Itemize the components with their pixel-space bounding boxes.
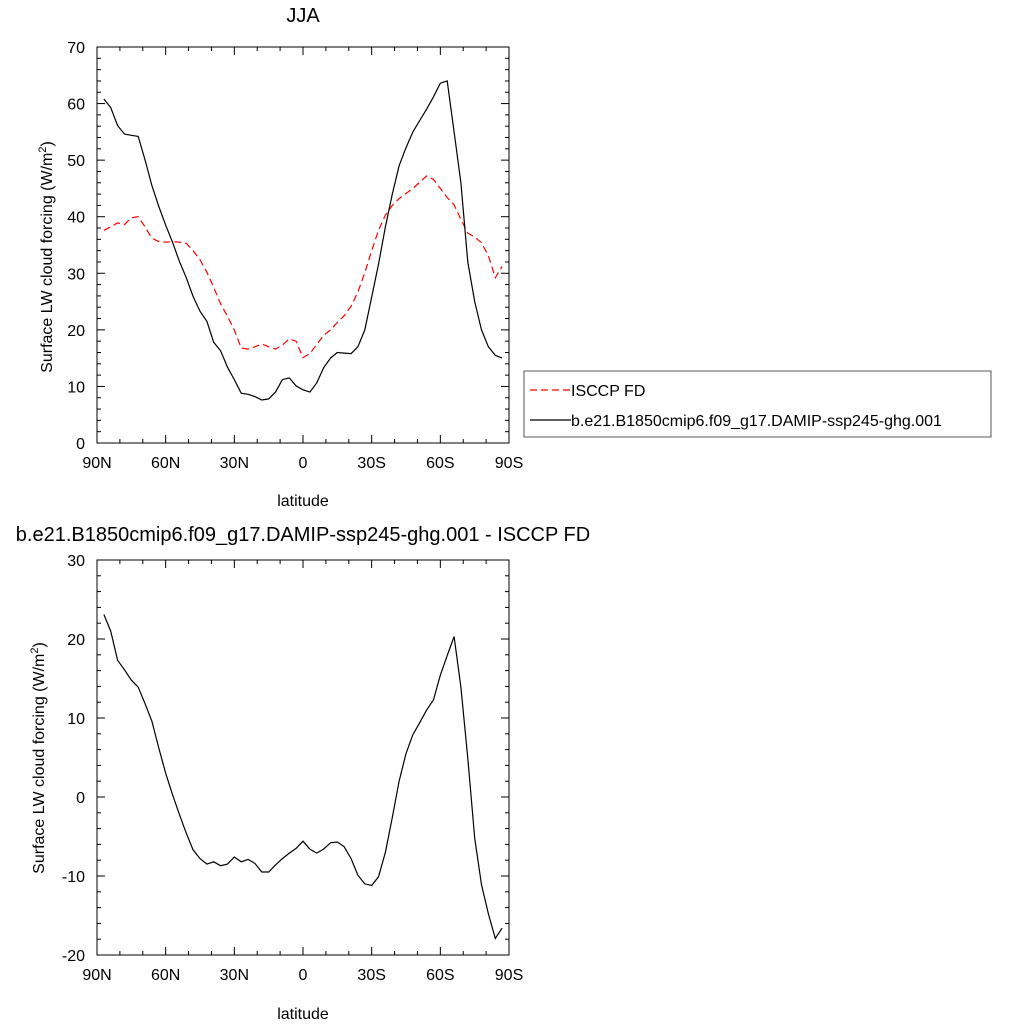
panel-2-x-tick-label: 90N — [82, 967, 111, 984]
panel-2-title: b.e21.B1850cmip6.f09_g17.DAMIP-ssp245-gh… — [16, 524, 590, 546]
panel-2-x-tick-label: 90S — [495, 967, 523, 984]
panel-1-ylabel-end: ) — [39, 141, 56, 146]
panel-2-y-tick-label: -10 — [62, 869, 85, 886]
legend-isccp-label: ISCCP FD — [571, 383, 645, 400]
panel-1-ylabel-sup: 2 — [37, 146, 49, 152]
panel-1-x-axis-label: latitude — [277, 493, 329, 510]
panel-2-y-tick-label: 20 — [67, 632, 85, 649]
panel-1-y-tick-label: 30 — [67, 266, 85, 283]
panel-1-x-tick-label: 30S — [357, 455, 385, 472]
panel-2-series-model-line — [103, 614, 503, 940]
panel-1-x-tick-label: 60N — [151, 455, 180, 472]
panel-2: b.e21.B1850cmip6.f09_g17.DAMIP-ssp245-gh… — [16, 524, 590, 1023]
panel-2-plot-frame — [96, 559, 510, 956]
panel-2-y-tick-label: 30 — [67, 553, 85, 570]
panel-2-x-tick-label: 0 — [299, 967, 308, 984]
panel-2-x-tick-label: 60N — [151, 967, 180, 984]
svg-text:Surface LW cloud forcing (W/m2: Surface LW cloud forcing (W/m2) — [37, 141, 56, 373]
panel-1-x-tick-label: 0 — [299, 455, 308, 472]
panel-1-y-tick-label: 10 — [67, 379, 85, 396]
panel-1-y-tick-label: 20 — [67, 323, 85, 340]
panel-1-series-isccp-fd-line — [103, 175, 503, 359]
panel-1-y-tick-label: 50 — [67, 153, 85, 170]
panel-1-y-tick-label: 0 — [76, 436, 85, 453]
panel-2-y-axis-label: Surface LW cloud forcing (W/m2) — [29, 642, 48, 874]
panel-1-y-axis-label: Surface LW cloud forcing (W/m2) — [37, 141, 56, 373]
panel-2-x-axis-label: latitude — [277, 1006, 329, 1023]
panel-1: JJA Surface LW cloud forcing (W/m2) lati… — [37, 5, 523, 510]
panel-1-ylabel-main: Surface LW cloud forcing (W/m — [39, 153, 56, 373]
panel-2-x-tick-label: 30N — [220, 967, 249, 984]
panel-2-plot-lines — [103, 614, 503, 940]
panel-2-ticks: 90N 60N 30N 0 30S 60S 90S -20 -10 0 10 20 30 — [62, 553, 523, 984]
panel-2-ylabel-main: Surface LW cloud forcing (W/m — [31, 654, 48, 874]
panel-1-plot-frame — [96, 46, 510, 444]
panel-2-y-tick-label: 10 — [67, 711, 85, 728]
panel-1-x-tick-label: 30N — [220, 455, 249, 472]
panel-2-y-tick-label: 0 — [76, 790, 85, 807]
panel-1-x-tick-label: 90N — [82, 455, 111, 472]
panel-1-x-tick-label: 60S — [426, 455, 454, 472]
panel-1-ticks: 90N 60N 30N 0 30S 60S 90S 0 10 20 30 40 50 60 70 — [67, 40, 523, 472]
panel-2-ylabel-end: ) — [31, 642, 48, 647]
panel-1-title: JJA — [286, 5, 320, 27]
panel-1-plot-lines — [103, 80, 503, 401]
panel-2-x-tick-label: 60S — [426, 967, 454, 984]
panel-2-y-tick-label: -20 — [62, 948, 85, 965]
panel-1-x-tick-label: 90S — [495, 455, 523, 472]
panel-1-series-model-line — [103, 80, 503, 401]
legend-model-label: b.e21.B1850cmip6.f09_g17.DAMIP-ssp245-gh… — [571, 413, 942, 430]
panel-2-ylabel-sup: 2 — [29, 647, 41, 653]
panel-1-y-tick-label: 60 — [67, 97, 85, 114]
panel-2-x-tick-label: 30S — [357, 967, 385, 984]
panel-1-y-tick-label: 70 — [67, 40, 85, 57]
legend-box — [523, 370, 992, 438]
legend: ISCCP FD b.e21.B1850cmip6.f09_g17.DAMIP-… — [523, 370, 992, 438]
panel-1-y-tick-label: 40 — [67, 210, 85, 227]
svg-text:Surface LW cloud forcing (W/m2: Surface LW cloud forcing (W/m2) — [29, 642, 48, 874]
